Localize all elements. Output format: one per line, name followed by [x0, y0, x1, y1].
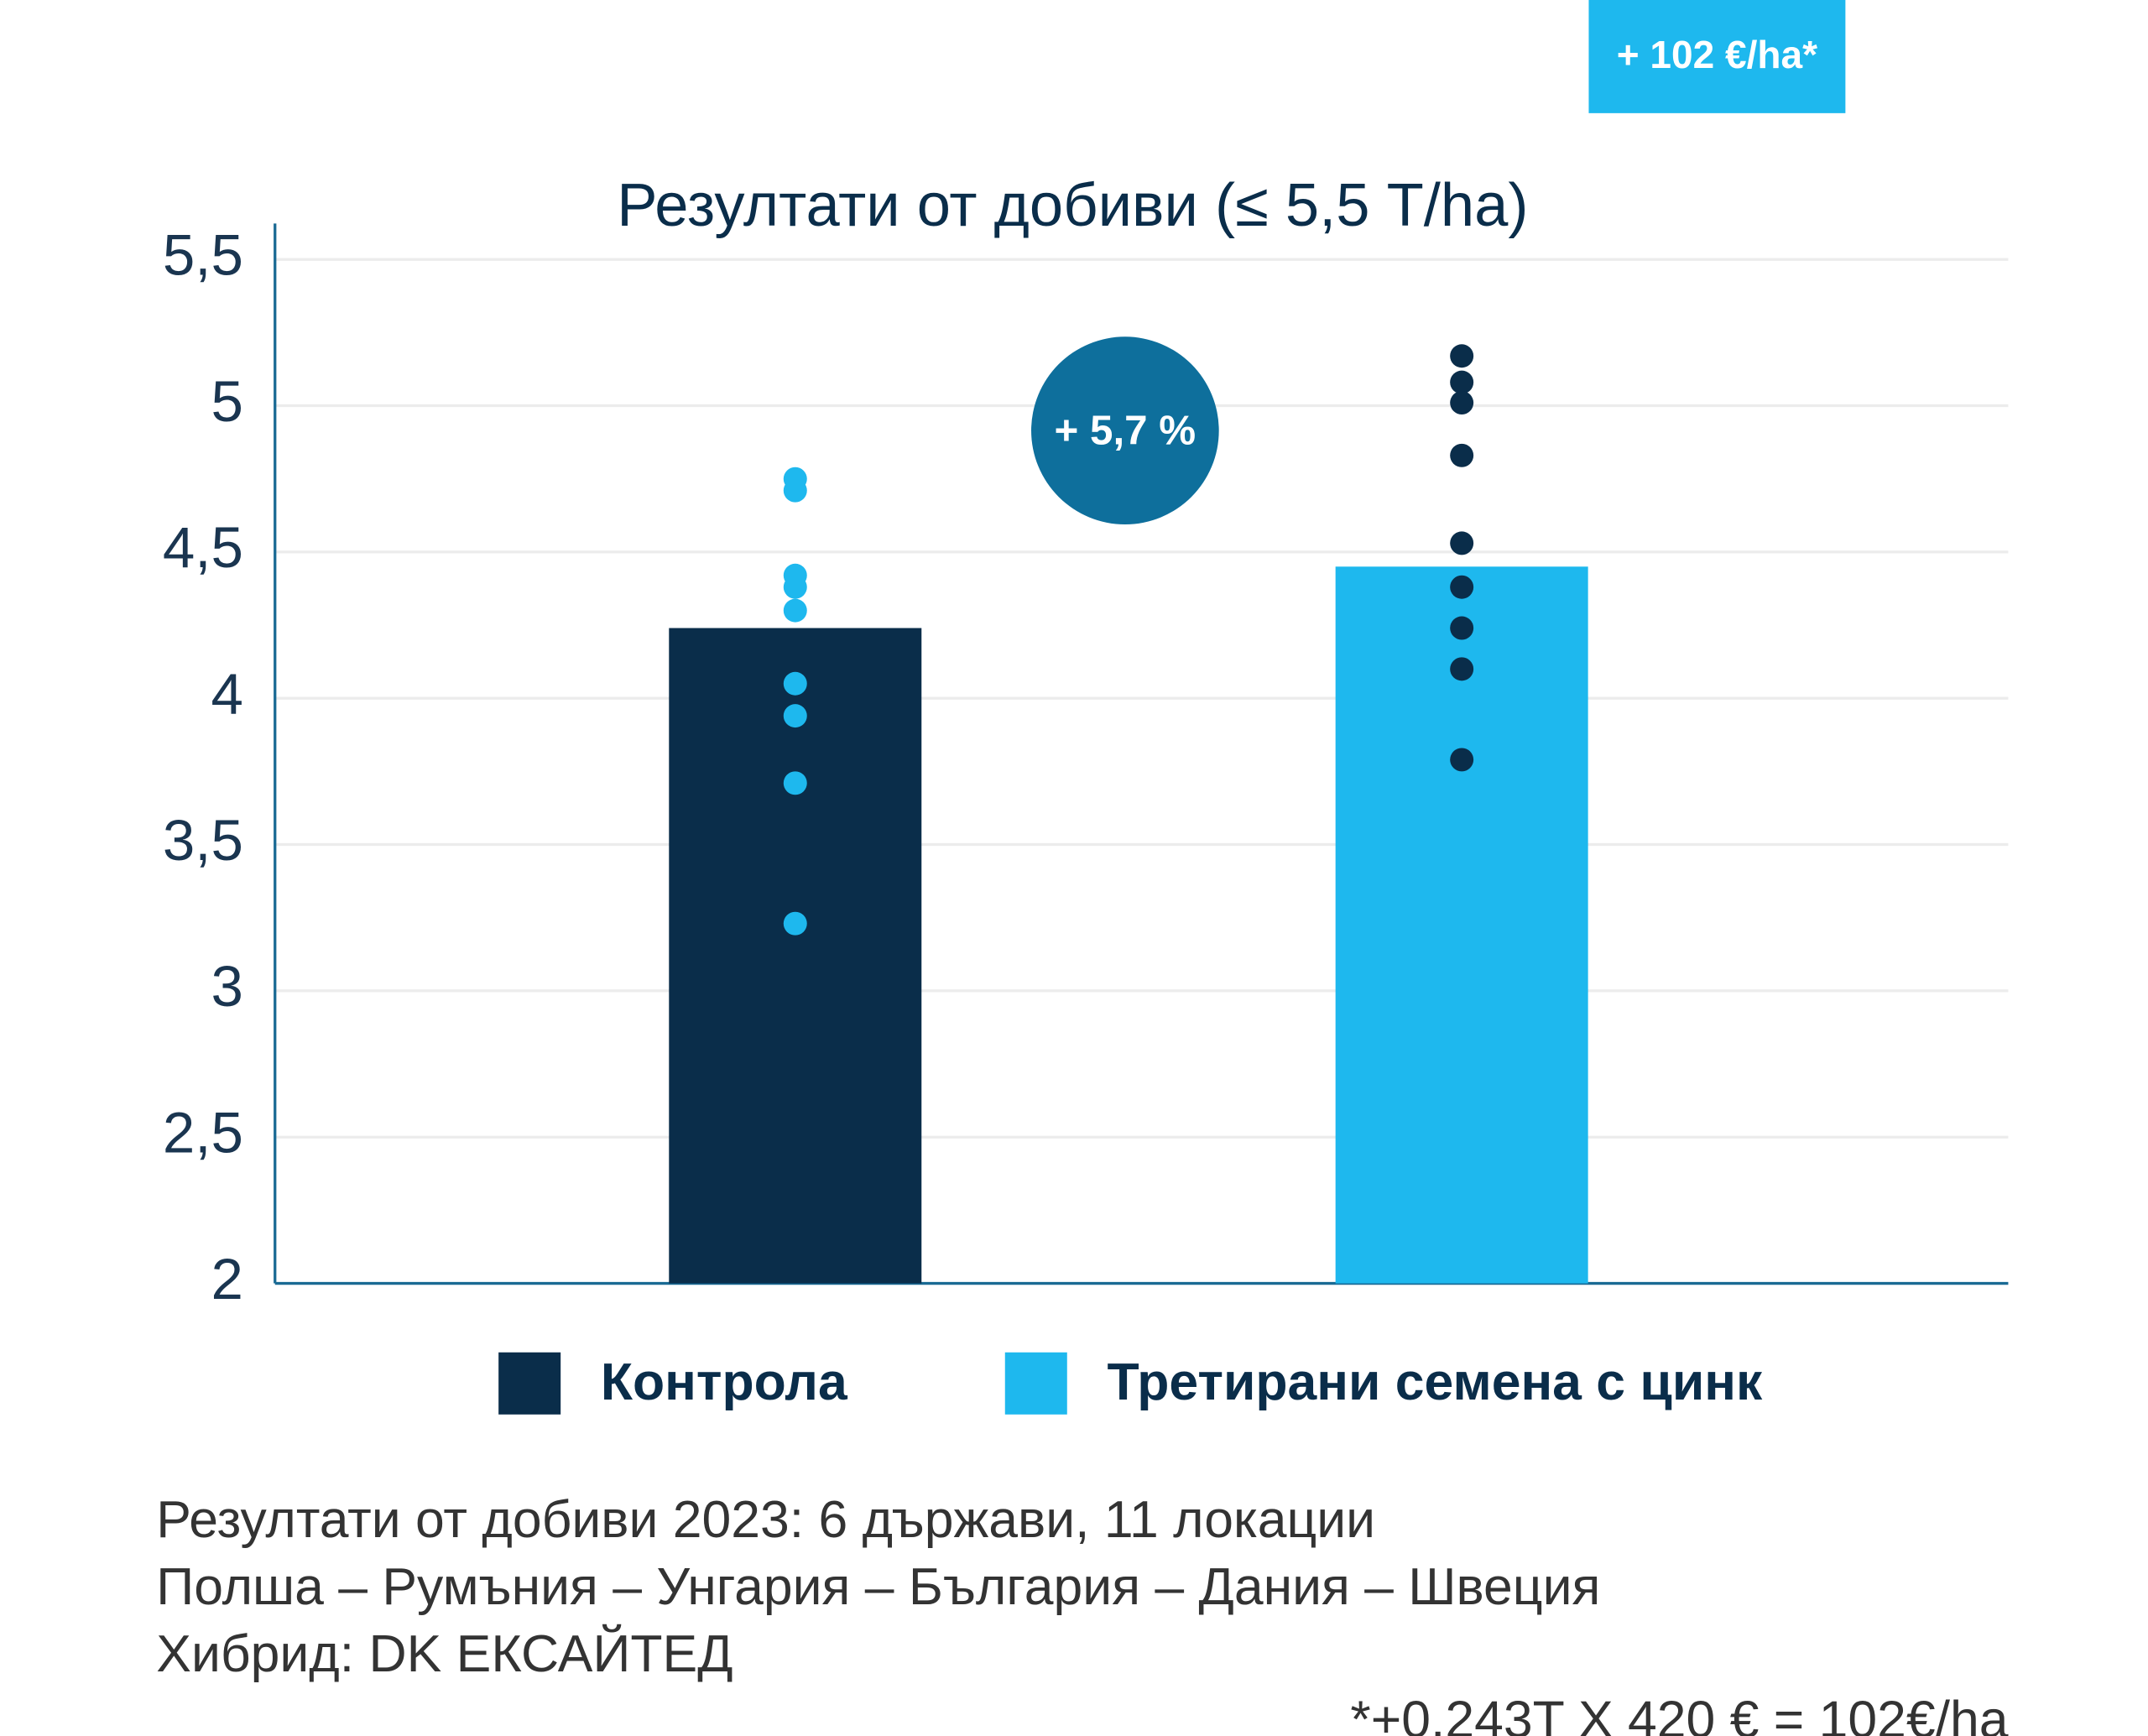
- y-tick-label: 3,5: [163, 807, 243, 873]
- data-point: [1450, 391, 1474, 415]
- data-point: [1450, 531, 1474, 555]
- data-point: [1450, 370, 1474, 394]
- badge-box: [1588, 0, 1846, 113]
- y-tick-label: 2,5: [163, 1099, 243, 1165]
- legend-swatch: [1004, 1352, 1067, 1415]
- note: Полша – Румъния – Унгария – България – Д…: [156, 1557, 1600, 1616]
- y-tick-label: 4: [211, 660, 242, 726]
- annotation: + 5,7 %: [1055, 407, 1197, 453]
- data-point: [1450, 748, 1474, 772]
- data-point: [1450, 657, 1474, 681]
- y-tick-label: 5,5: [163, 222, 243, 287]
- data-point: [783, 575, 807, 599]
- data-point: [783, 704, 807, 728]
- chart-title: Резултати от добиви (≤ 5,5 T/ha): [617, 171, 1528, 239]
- data-point: [783, 598, 807, 623]
- legend-label: Третирани семена с цинк: [1107, 1353, 1763, 1411]
- footnote: *+0.243T X 420 € = 102€/ha: [1350, 1691, 2008, 1736]
- note: Резултати от добиви 2023: 6 държави, 11 …: [156, 1490, 1375, 1549]
- data-point: [1450, 443, 1474, 467]
- data-point: [1450, 575, 1474, 599]
- legend-swatch: [498, 1352, 561, 1415]
- annotation-circle: [1031, 336, 1219, 524]
- badge: + 102 €/ha*: [1617, 33, 1817, 76]
- bar: [1335, 566, 1588, 1284]
- y-tick-label: 2: [211, 1246, 242, 1311]
- bar: [669, 628, 922, 1284]
- data-point: [783, 911, 807, 936]
- note: Хибрид: DK ЕКСАЙТЕД: [156, 1624, 733, 1683]
- legend-label: Контрола: [601, 1353, 848, 1411]
- data-point: [1450, 616, 1474, 640]
- y-tick-label: 5: [211, 368, 242, 434]
- data-point: [1450, 344, 1474, 368]
- data-point: [783, 478, 807, 503]
- data-point: [783, 771, 807, 795]
- data-point: [783, 671, 807, 696]
- y-tick-label: 3: [211, 953, 242, 1019]
- y-tick-label: 4,5: [163, 514, 243, 580]
